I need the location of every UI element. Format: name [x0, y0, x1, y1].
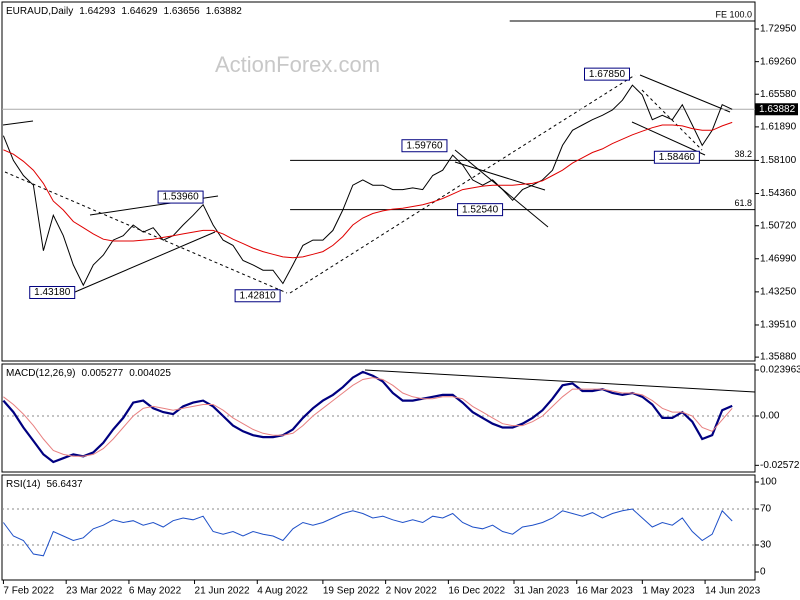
annotation-label: 1.53960: [163, 192, 200, 203]
x-tick-label: 21 Jun 2022: [195, 586, 250, 597]
x-tick-label: 4 Aug 2022: [257, 586, 308, 597]
annotation-box: [584, 67, 630, 81]
trend-line: [74, 231, 216, 293]
annotation-box: [234, 289, 281, 303]
price-tag-label: 1.63882: [759, 104, 796, 115]
trend-line: [454, 161, 546, 191]
trend-line: [639, 74, 731, 113]
pane-frame: [1, 1, 756, 362]
x-tick-label: 6 May 2022: [129, 586, 182, 597]
x-tick-label: 14 Jun 2023: [705, 586, 760, 597]
trend-line: [364, 369, 756, 393]
annotation-box: [29, 285, 76, 299]
level-label: FE 100.0: [715, 9, 752, 19]
annotation-label: 1.67850: [589, 69, 626, 80]
pane-header: RSI(14) 56.6437: [6, 479, 83, 490]
pane-frame: [1, 474, 756, 581]
annotation-box: [157, 190, 204, 204]
annotation-label: 1.42810: [240, 290, 277, 301]
x-tick-label: 16 Mar 2023: [577, 586, 634, 597]
y-tick-label: 1.46990: [760, 253, 797, 264]
x-tick-label: 23 Mar 2022: [66, 586, 123, 597]
pane-reading: 0.004025: [129, 368, 171, 379]
level-label: 38.2: [734, 149, 752, 159]
x-tick-label: 7 Feb 2022: [3, 586, 54, 597]
trend-line: [631, 121, 706, 156]
series-line: [2, 84, 733, 287]
x-tick-label: 2 Nov 2022: [386, 586, 438, 597]
pane-header: EURAUD,Daily 1.64293 1.64629 1.63656 1.63882: [6, 6, 242, 17]
series-line: [3, 377, 733, 457]
annotation-label: 1.52540: [462, 204, 499, 215]
annotation-label: 1.59760: [406, 140, 443, 151]
watermark: ActionForex.com: [215, 52, 380, 77]
annotation-box: [457, 203, 504, 217]
y-tick-label: 1.61890: [760, 122, 797, 133]
annotation-label: 1.58460: [659, 152, 696, 163]
y-tick-label: 0: [760, 567, 766, 578]
series-line: [2, 508, 733, 557]
pane-title: RSI(14): [6, 479, 40, 490]
pane-reading: 1.63656: [164, 6, 201, 17]
pane-reading: 56.6437: [46, 479, 83, 490]
y-tick-label: 0.00: [760, 411, 780, 422]
series-line: [2, 370, 733, 464]
trend-line: [289, 74, 636, 294]
x-tick-label: 16 Dec 2022: [448, 586, 505, 597]
y-tick-label: -0.025726: [760, 460, 800, 471]
y-tick-label: 70: [760, 504, 772, 515]
y-tick-label: 1.54360: [760, 188, 797, 199]
y-tick-label: 1.69260: [760, 56, 797, 67]
x-tick-label: 1 May 2023: [642, 586, 695, 597]
pane-header: MACD(12,26,9) 0.005277 0.004025: [6, 368, 171, 379]
series-line: [3, 121, 733, 259]
level-label: 61.8: [734, 198, 752, 208]
y-tick-label: 1.65580: [760, 89, 797, 100]
annotation-box: [401, 139, 448, 153]
y-tick-label: 100: [760, 477, 777, 488]
x-tick-label: 19 Sep 2022: [323, 586, 380, 597]
pane-title: EURAUD,Daily: [6, 6, 73, 17]
y-tick-label: 1.35880: [760, 352, 797, 363]
y-tick-label: 0.023963: [760, 365, 800, 376]
y-tick-label: 1.39510: [760, 320, 797, 331]
trend-line: [2, 120, 34, 126]
annotation-box: [653, 150, 700, 164]
pane-title: MACD(12,26,9): [6, 368, 75, 379]
trend-lines: [2, 74, 756, 393]
x-tick-label: 31 Jan 2023: [514, 586, 569, 597]
y-tick-label: 1.72950: [760, 24, 797, 35]
y-tick-label: 1.58100: [760, 155, 797, 166]
price-tag: [755, 103, 798, 116]
y-tick-label: 1.50720: [760, 220, 797, 231]
y-tick-label: 30: [760, 540, 772, 551]
pane-reading: 1.63882: [206, 6, 243, 17]
annotation-label: 1.43180: [34, 287, 71, 298]
y-tick-label: 1.43250: [760, 287, 797, 298]
pane-reading: 1.64629: [121, 6, 158, 17]
pane-reading: 1.64293: [79, 6, 116, 17]
pane-reading: 0.005277: [81, 368, 123, 379]
pane-frame: [1, 363, 756, 473]
